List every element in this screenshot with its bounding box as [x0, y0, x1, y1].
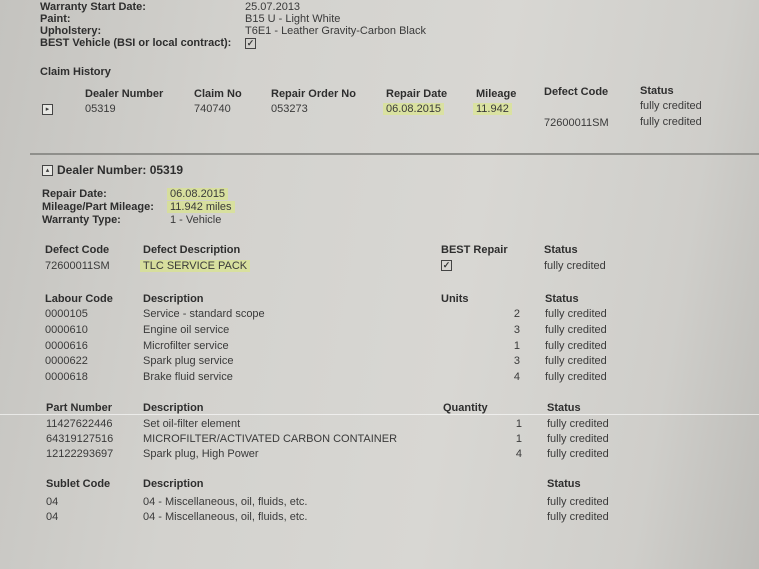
cell: 0000610: [45, 324, 88, 336]
cell: 0000618: [45, 371, 88, 383]
cell: fully credited: [547, 433, 609, 445]
col-header: Status: [544, 244, 578, 256]
upholstery-label: Upholstery:: [40, 25, 102, 37]
col-header: Status: [640, 85, 674, 97]
best-repair-checkbox[interactable]: ✓: [441, 260, 452, 271]
warranty-type-label: Warranty Type:: [42, 214, 121, 226]
cell: 1: [515, 433, 522, 445]
cell: Spark plug, High Power: [143, 448, 259, 460]
dealer-section-title: Dealer Number: 05319: [57, 163, 184, 177]
col-header: Repair Date: [386, 88, 448, 100]
cell: 3: [513, 324, 520, 336]
cell: 11427622446: [46, 418, 113, 430]
paint-value: B15 U - Light White: [245, 13, 341, 25]
upholstery-value: T6E1 - Leather Gravity-Carbon Black: [245, 25, 426, 37]
cell: 04 - Miscellaneous, oil, fluids, etc.: [143, 511, 308, 523]
warranty-type-value: 1 - Vehicle: [170, 214, 222, 226]
cell: fully credited: [547, 448, 609, 460]
mileage-value: 11.942 miles: [167, 201, 235, 213]
col-header: Dealer Number: [85, 88, 164, 100]
cell: fully credited: [545, 355, 607, 367]
col-header: Defect Description: [143, 244, 241, 256]
col-header: Part Number: [46, 402, 113, 414]
cell: 04: [46, 511, 59, 523]
col-header: Defect Code: [45, 244, 110, 256]
best-vehicle-checkbox[interactable]: ✓: [245, 38, 256, 49]
cell: MICROFILTER/ACTIVATED CARBON CONTAINER: [143, 433, 398, 445]
cell: 4: [513, 371, 520, 383]
col-header: Description: [143, 402, 204, 414]
cell: fully credited: [547, 418, 609, 430]
col-header: Repair Order No: [271, 88, 356, 100]
cell: fully credited: [547, 496, 609, 508]
warranty-start-label: Warranty Start Date:: [40, 1, 146, 13]
cell-status: fully credited: [640, 100, 702, 112]
col-header: Description: [143, 478, 204, 490]
cell: 64319127516: [46, 433, 114, 445]
cell-repair-order: 053273: [271, 103, 308, 115]
repair-date-value: 06.08.2015: [167, 188, 229, 200]
best-vehicle-label: BEST Vehicle (BSI or local contract):: [40, 37, 232, 49]
cell: Spark plug service: [143, 355, 234, 367]
cell-repair-date: 06.08.2015: [383, 103, 445, 115]
col-header: Quantity: [443, 402, 488, 414]
cell: 12122293697: [46, 448, 114, 460]
cell: 04: [46, 496, 59, 508]
cell: Service - standard scope: [143, 308, 265, 320]
cell-defect-code: 72600011SM: [544, 117, 609, 129]
defect-code: 72600011SM: [45, 260, 110, 272]
cell: fully credited: [547, 511, 609, 523]
col-header: BEST Repair: [441, 244, 508, 256]
col-header: Sublet Code: [46, 478, 111, 490]
cell-claim: 740740: [194, 103, 231, 115]
col-header: Defect Code: [544, 86, 609, 98]
cell: 1: [513, 340, 520, 352]
cell: fully credited: [545, 340, 607, 352]
cell-status: fully credited: [640, 116, 702, 128]
col-header: Status: [547, 402, 581, 414]
col-header: Description: [143, 293, 204, 305]
cell: 0000105: [45, 308, 88, 320]
collapse-icon[interactable]: ▴: [42, 165, 53, 176]
col-header: Status: [547, 478, 581, 490]
paper-fold: [0, 414, 759, 415]
defect-description: TLC SERVICE PACK: [140, 260, 251, 272]
col-header: Units: [441, 293, 469, 305]
cell-dealer: 05319: [85, 103, 116, 115]
cell: fully credited: [545, 324, 607, 336]
cell: 3: [513, 355, 520, 367]
cell: Engine oil service: [143, 324, 230, 336]
cell-mileage: 11.942: [473, 103, 512, 115]
cell: 0000622: [45, 355, 88, 367]
mileage-label: Mileage/Part Mileage:: [42, 201, 154, 213]
defect-status: fully credited: [544, 260, 606, 272]
cell: 2: [513, 308, 520, 320]
claim-history-title: Claim History: [40, 66, 111, 78]
cell: Set oil-filter element: [143, 418, 241, 430]
col-header: Labour Code: [45, 293, 113, 305]
col-header: Mileage: [476, 88, 517, 100]
warranty-start-value: 25.07.2013: [245, 1, 301, 13]
divider: [30, 153, 759, 155]
cell: 04 - Miscellaneous, oil, fluids, etc.: [143, 496, 308, 508]
cell: Brake fluid service: [143, 371, 233, 383]
cell: Microfilter service: [143, 340, 229, 352]
repair-date-label: Repair Date:: [42, 188, 107, 200]
cell: 4: [515, 448, 522, 460]
cell: 1: [515, 418, 522, 430]
expand-row-icon[interactable]: ▸: [42, 104, 53, 115]
cell: 0000616: [45, 340, 88, 352]
cell: fully credited: [545, 371, 607, 383]
paint-label: Paint:: [40, 13, 71, 25]
cell: fully credited: [545, 308, 607, 320]
col-header: Status: [545, 293, 579, 305]
col-header: Claim No: [194, 88, 242, 100]
